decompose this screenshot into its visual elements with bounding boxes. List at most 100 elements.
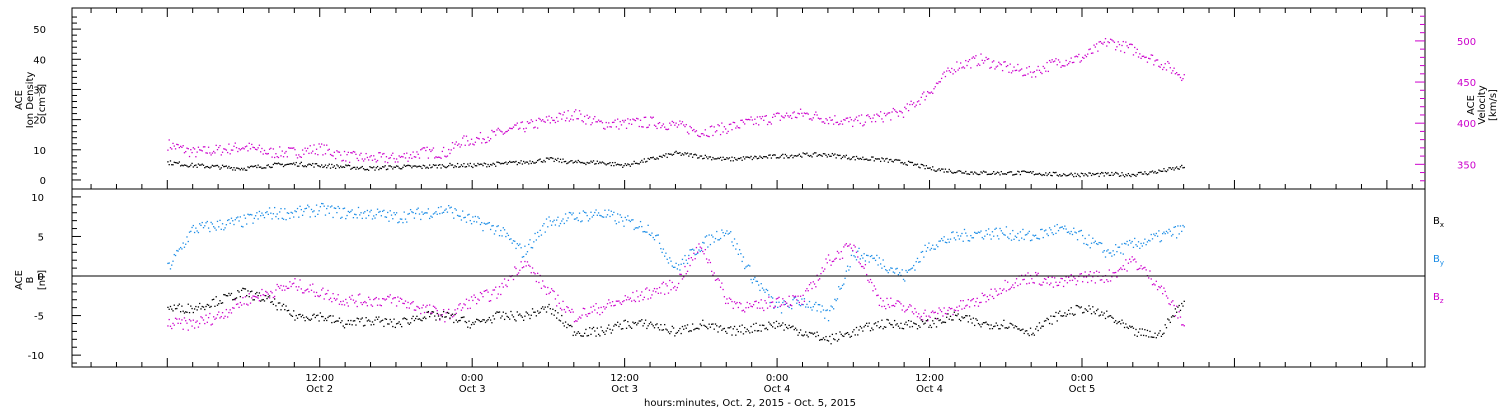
bx-point xyxy=(984,322,986,324)
density-point xyxy=(600,162,602,164)
velocity-point xyxy=(357,159,360,162)
by-point xyxy=(1057,229,1060,232)
velocity-point xyxy=(993,60,995,62)
density-point xyxy=(355,168,357,170)
velocity-point xyxy=(352,150,355,153)
by-point xyxy=(594,211,596,214)
bz-point xyxy=(1040,284,1042,286)
velocity-point xyxy=(427,157,430,159)
density-point xyxy=(369,166,371,168)
bz-point xyxy=(388,296,390,298)
density-point xyxy=(478,163,480,166)
bx-point xyxy=(1112,317,1114,320)
bz-point xyxy=(487,291,489,293)
bx-point xyxy=(561,314,563,317)
velocity-point xyxy=(346,154,348,156)
velocity-point xyxy=(509,127,511,129)
bx-point xyxy=(769,323,771,325)
bx-point xyxy=(877,321,879,323)
bz-point xyxy=(1134,258,1136,260)
by-point xyxy=(268,207,271,209)
bz-point xyxy=(591,311,593,313)
bx-point xyxy=(939,319,941,321)
velocity-point xyxy=(1051,59,1053,61)
velocity-point xyxy=(232,149,234,151)
bottom-left-ylabel: ACE B [nT] xyxy=(14,270,48,290)
density-point xyxy=(482,164,484,167)
density-point xyxy=(548,158,550,160)
velocity-point xyxy=(591,122,593,124)
bz-point xyxy=(1050,282,1052,284)
by-point xyxy=(210,221,212,224)
bx-point xyxy=(967,321,969,323)
by-point xyxy=(1075,232,1077,234)
bx-point xyxy=(1118,320,1121,323)
velocity-point xyxy=(442,146,445,149)
bz-point xyxy=(437,313,440,316)
bx-point xyxy=(671,325,673,328)
bx-point xyxy=(307,317,309,319)
by-point xyxy=(611,214,614,216)
by-point xyxy=(525,253,527,255)
density-point xyxy=(252,166,254,168)
bz-point xyxy=(492,289,494,291)
by-point xyxy=(827,319,830,322)
by-point xyxy=(1080,229,1083,232)
density-point xyxy=(293,162,295,164)
density-point xyxy=(1036,173,1038,175)
by-point xyxy=(193,231,196,234)
bx-point xyxy=(787,327,789,330)
velocity-point xyxy=(1153,64,1155,66)
velocity-point xyxy=(263,149,266,152)
bx-point xyxy=(1116,322,1118,325)
bx-point xyxy=(197,306,200,308)
velocity-point xyxy=(930,91,933,93)
by-point xyxy=(1128,239,1131,242)
bz-point xyxy=(1034,271,1037,274)
bx-point xyxy=(1055,311,1057,314)
velocity-point xyxy=(774,115,776,117)
bz-point xyxy=(458,304,460,306)
by-point xyxy=(1158,230,1160,232)
density-point xyxy=(218,166,220,168)
bz-point xyxy=(944,312,947,315)
by-point xyxy=(1163,231,1165,233)
velocity-point xyxy=(816,114,818,116)
by-point xyxy=(1079,230,1081,232)
bz-point xyxy=(495,286,497,288)
bz-point xyxy=(550,288,553,290)
y-tick-label: 10 xyxy=(33,146,46,157)
density-point xyxy=(965,170,967,173)
bz-point xyxy=(211,323,214,325)
by-point xyxy=(230,217,233,219)
by-point xyxy=(893,272,896,274)
legend-by: By xyxy=(1433,254,1444,267)
velocity-point xyxy=(655,125,657,127)
bz-point xyxy=(516,273,518,276)
density-point xyxy=(773,154,775,156)
density-point xyxy=(713,158,715,160)
bx-point xyxy=(596,327,598,329)
velocity-point xyxy=(740,119,742,122)
bx-point xyxy=(954,314,957,316)
velocity-point xyxy=(592,118,595,120)
density-point xyxy=(526,161,529,163)
bz-point xyxy=(669,279,671,282)
density-point xyxy=(336,164,338,166)
by-point xyxy=(266,211,268,213)
by-point xyxy=(830,305,832,307)
bz-point xyxy=(455,312,457,315)
bz-point xyxy=(694,258,696,260)
by-point xyxy=(784,303,787,306)
bx-point xyxy=(913,322,915,324)
bz-point xyxy=(226,316,229,318)
velocity-point xyxy=(243,148,245,150)
by-point xyxy=(826,309,828,311)
bz-point xyxy=(384,299,386,301)
velocity-point xyxy=(493,131,496,133)
density-point xyxy=(1111,171,1113,174)
by-point xyxy=(620,216,623,219)
density-point xyxy=(728,157,731,159)
bx-point xyxy=(634,321,637,324)
bx-point xyxy=(968,315,971,317)
